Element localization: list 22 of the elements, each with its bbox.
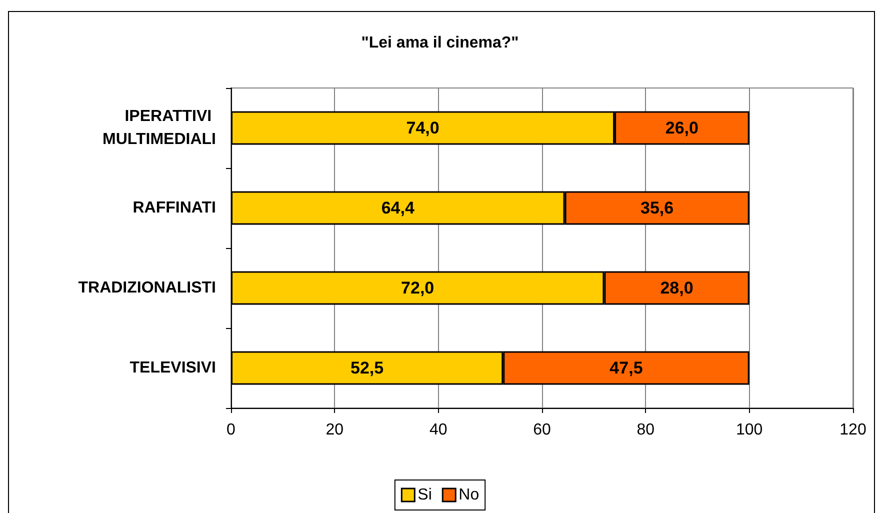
x-tick-label: 0 [226,422,236,438]
x-tick-label: 40 [429,422,448,438]
data-label: 72,0 [401,278,434,298]
data-label: 52,5 [350,358,384,378]
data-label: 35,6 [640,198,674,218]
y-tick-label: TELEVISIVI [130,360,216,376]
y-tick-label: TRADIZIONALISTI [78,280,216,296]
data-label: 74,0 [406,118,440,138]
x-tick-label: 20 [326,422,344,438]
chart-title: "Lei ama il cinema?" [361,34,519,52]
legend-label: No [458,486,480,504]
data-label: 26,0 [665,118,698,138]
y-tick-label: IPERATTIVI MULTIMEDIALI [102,108,216,148]
x-tick-label: 100 [736,422,763,438]
data-label: 47,5 [610,358,643,378]
legend-label: Si [418,486,432,504]
x-tick-label: 80 [636,422,655,438]
y-tick-label: RAFFINATI [132,200,216,216]
x-tick-label: 120 [840,422,866,438]
data-label: 64,4 [381,198,415,218]
data-label: 28,0 [660,278,694,298]
x-tick-label: 60 [533,422,551,438]
